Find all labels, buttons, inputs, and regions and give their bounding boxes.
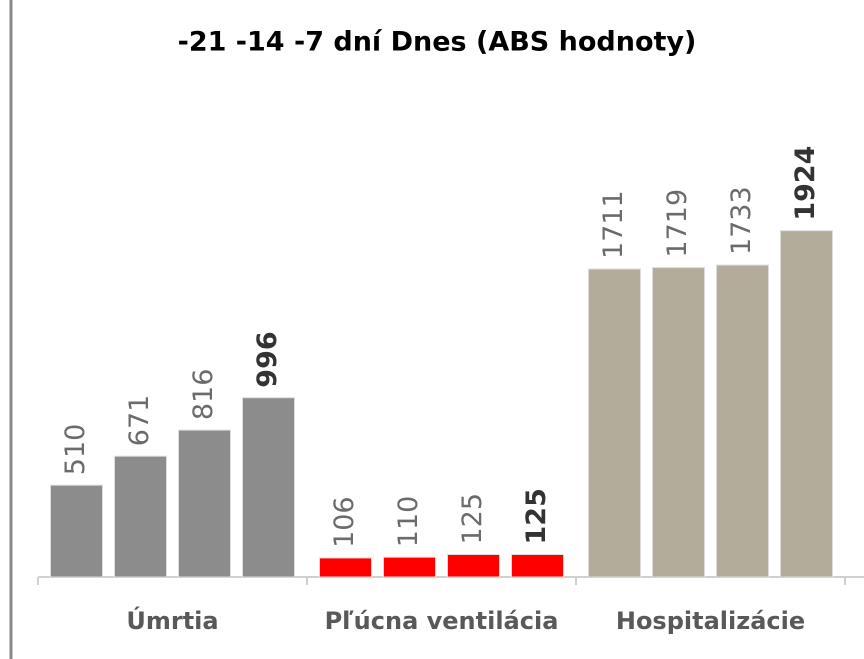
bar bbox=[780, 230, 833, 578]
bar bbox=[511, 554, 564, 578]
bar bbox=[447, 554, 500, 578]
data-label: 125 bbox=[521, 488, 552, 544]
bar bbox=[652, 267, 705, 578]
x-tick-label: Úmrtia bbox=[126, 605, 218, 635]
data-label: 110 bbox=[393, 496, 424, 548]
data-label: 1733 bbox=[726, 186, 757, 255]
data-label: 125 bbox=[457, 493, 488, 545]
bar bbox=[588, 268, 641, 578]
data-label: 816 bbox=[188, 369, 219, 421]
data-label: 106 bbox=[329, 496, 360, 548]
bar bbox=[716, 264, 769, 578]
data-label: 671 bbox=[124, 395, 155, 447]
bar bbox=[242, 397, 295, 578]
data-label: 1711 bbox=[598, 190, 629, 259]
data-label: 510 bbox=[60, 424, 91, 476]
bar bbox=[178, 429, 231, 578]
data-label: 1719 bbox=[662, 189, 693, 258]
x-tick-label: Pľúcna ventilácia bbox=[325, 607, 559, 635]
chart-title: -21 -14 -7 dní Dnes (ABS hodnoty) bbox=[178, 27, 697, 58]
bar bbox=[383, 556, 436, 578]
data-label: 1924 bbox=[790, 146, 821, 221]
bar bbox=[319, 557, 372, 578]
bar bbox=[114, 455, 167, 578]
bar bbox=[50, 484, 103, 578]
data-label: 996 bbox=[252, 331, 283, 387]
x-tick-label: Hospitalizácie bbox=[616, 607, 805, 635]
